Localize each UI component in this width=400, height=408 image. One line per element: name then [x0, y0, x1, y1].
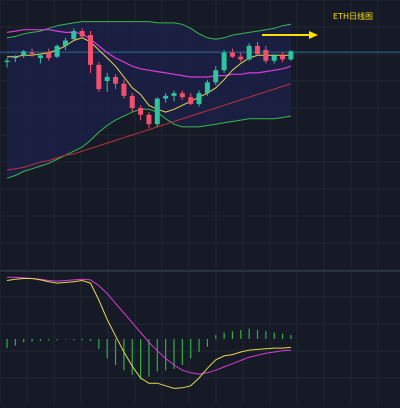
candle-body	[229, 52, 235, 57]
candle-body	[62, 40, 68, 46]
candle-body	[288, 51, 294, 60]
candle-body	[213, 70, 219, 83]
ma-short-line	[7, 37, 291, 113]
candle-body	[271, 55, 277, 61]
candle-body	[37, 55, 43, 59]
bollinger-lower-line	[6, 108, 291, 179]
candle-body	[188, 97, 194, 104]
candle-body	[129, 95, 135, 108]
candle-body	[46, 52, 52, 59]
candle-body	[12, 56, 18, 59]
macd-dif-line	[6, 278, 291, 389]
candle-body	[104, 76, 110, 81]
candle-body	[263, 49, 269, 61]
candle-body	[154, 98, 160, 125]
annotation-arrow-head	[309, 31, 318, 39]
candle-body	[146, 114, 152, 125]
bollinger-band-fill	[7, 21, 291, 179]
candle-body	[96, 64, 102, 90]
candle-body	[204, 82, 210, 94]
candle-body	[29, 52, 35, 54]
ma-mid-line	[6, 29, 292, 78]
chart-annotation: ETH日线图	[333, 12, 373, 21]
candle-body	[121, 83, 127, 96]
candle-body	[88, 35, 93, 65]
candle-body	[79, 31, 85, 37]
candle-body	[21, 51, 27, 56]
candle-body	[171, 93, 177, 96]
candle-body	[280, 55, 286, 60]
candle-body	[54, 45, 60, 57]
candle-body	[221, 52, 227, 71]
candle-body	[138, 108, 144, 115]
candle-body	[255, 45, 260, 54]
candle-body	[196, 93, 202, 104]
candle-body	[238, 56, 244, 60]
candle-body	[4, 60, 10, 63]
candle-body	[163, 95, 169, 99]
candle-body	[179, 93, 185, 98]
ma-long-line	[6, 83, 292, 171]
bollinger-upper-line	[6, 21, 291, 40]
candle-body	[71, 31, 77, 40]
candle-body	[246, 45, 252, 60]
macd-dea-line	[7, 276, 291, 375]
candle-body	[113, 76, 119, 84]
